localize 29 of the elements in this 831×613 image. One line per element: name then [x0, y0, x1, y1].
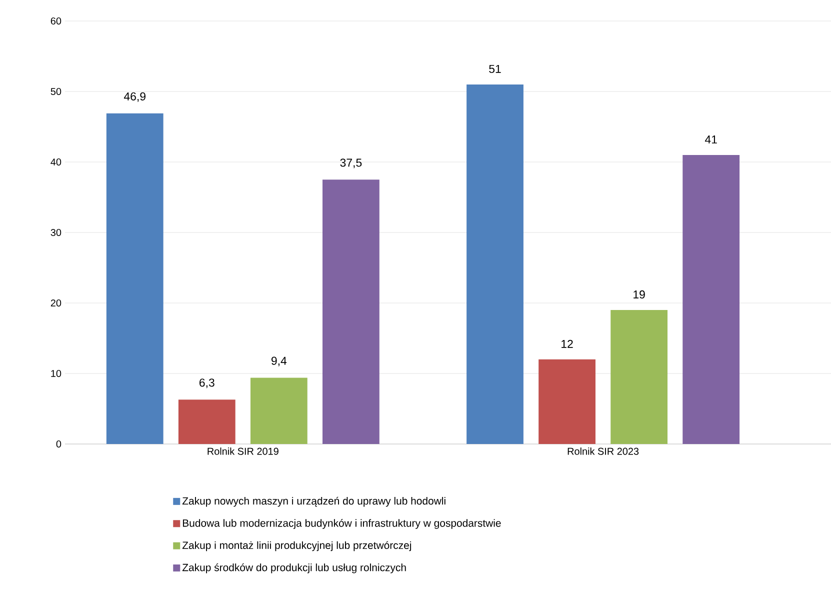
data-label: 51	[489, 64, 501, 73]
y-tick-label: 0	[56, 440, 62, 448]
data-label: 46,9	[124, 92, 146, 102]
bar	[322, 180, 380, 444]
y-tick-label: 20	[50, 299, 62, 307]
data-label: 9,4	[271, 356, 287, 366]
legend-label: Zakup i montaż linii produkcyjnej lub przetwórczej	[182, 541, 412, 552]
data-label: 37,5	[340, 158, 362, 168]
y-tick-label: 50	[50, 88, 62, 96]
legend-label: Zakup nowych maszyn i urządzeń do uprawy lub hodowli	[182, 496, 446, 507]
legend-label: Budowa lub modernizacja budynków i infrastruktury w gospodarstwie	[182, 519, 501, 529]
bar	[682, 154, 740, 444]
bar	[250, 378, 308, 444]
bar	[610, 310, 668, 444]
bar	[178, 400, 236, 444]
x-tick-label: Rolnik SIR 2019	[208, 448, 278, 455]
bar	[538, 359, 596, 444]
legend-label: Zakup środków do produkcji lub usług rolniczych	[182, 563, 406, 574]
bar	[106, 113, 164, 444]
y-tick-label: 60	[50, 17, 62, 25]
y-tick-label: 40	[50, 158, 62, 166]
data-label: 6,3	[200, 378, 214, 388]
data-label: 41	[704, 136, 717, 144]
data-label: 12	[562, 340, 573, 348]
x-tick-label: Rolnik SIR 2023	[568, 448, 639, 455]
data-label: 19	[634, 290, 645, 299]
bar	[466, 84, 524, 444]
y-tick-label: 10	[51, 370, 62, 378]
y-tick-label: 30	[50, 228, 62, 236]
